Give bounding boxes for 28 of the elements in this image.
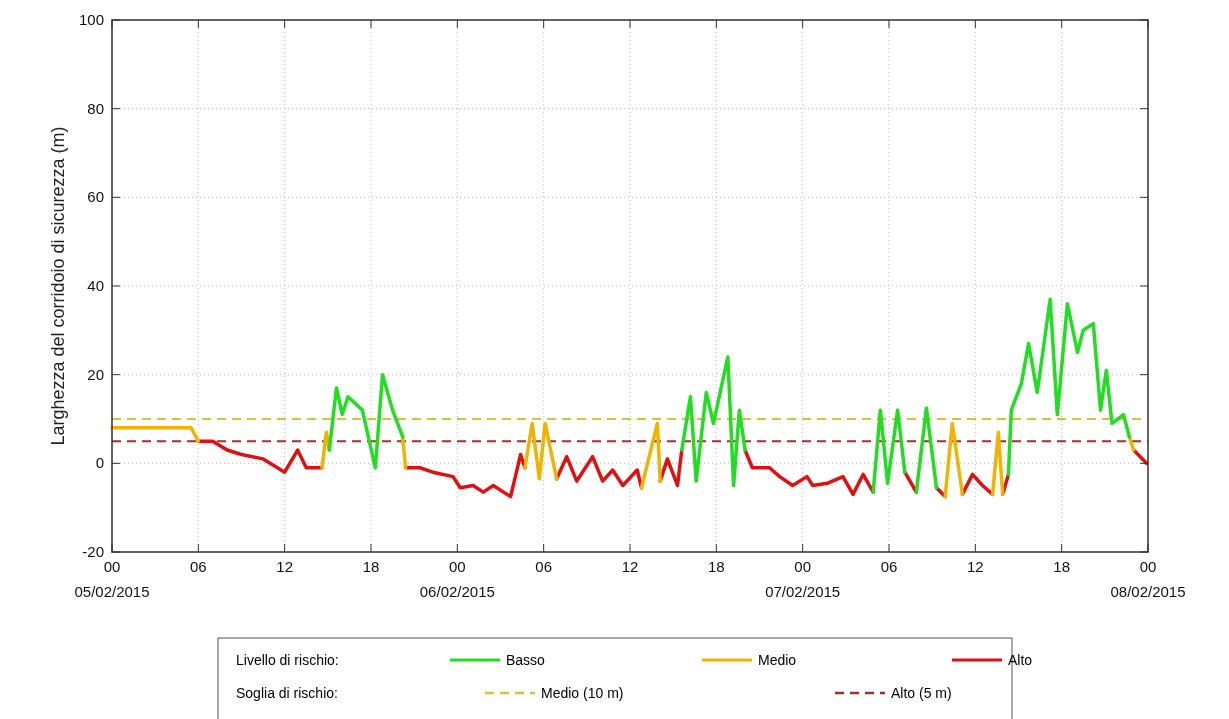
- legend-label: Medio: [758, 652, 797, 668]
- legend-label: Alto (5 m): [891, 685, 952, 701]
- legend-label: Medio (10 m): [541, 685, 624, 701]
- x-tick-label: 06: [535, 558, 553, 575]
- y-tick-label: 0: [95, 454, 104, 472]
- text: Soglia di rischio:: [236, 685, 338, 701]
- x-tick-label: 06: [189, 558, 207, 575]
- y-tick-label: 40: [87, 277, 104, 294]
- x-tick-label: 00 08/02/2015: [1110, 558, 1186, 600]
- x-tick-label: 06: [880, 558, 898, 575]
- legend-label: Alto: [1008, 652, 1033, 668]
- x-tick-label: 18: [362, 558, 380, 575]
- y-tick-label: 60: [87, 188, 104, 206]
- x-tick-label: 00 07/02/2015: [765, 558, 841, 600]
- x-tick-label: 00 05/02/2015: [74, 558, 150, 600]
- y-axis-title: Larghezza del corridoio di sicurezza (m): [48, 126, 68, 446]
- x-tick-label: 12: [621, 558, 639, 575]
- x-tick-label: 18: [1053, 558, 1071, 575]
- y-tick-label: 100: [78, 11, 104, 28]
- x-tick-label: 00 06/02/2015: [419, 558, 495, 600]
- x-tick-label: 12: [966, 558, 984, 575]
- legend-title: Livello di rischio:: [236, 652, 339, 668]
- x-tick-label: 18: [707, 558, 725, 575]
- legend-label: Basso: [506, 652, 546, 668]
- y-tick-label: 80: [87, 99, 104, 117]
- y-tick-label: -20: [82, 543, 104, 560]
- y-tick-label: 20: [87, 365, 104, 383]
- x-tick-label: 12: [276, 558, 294, 575]
